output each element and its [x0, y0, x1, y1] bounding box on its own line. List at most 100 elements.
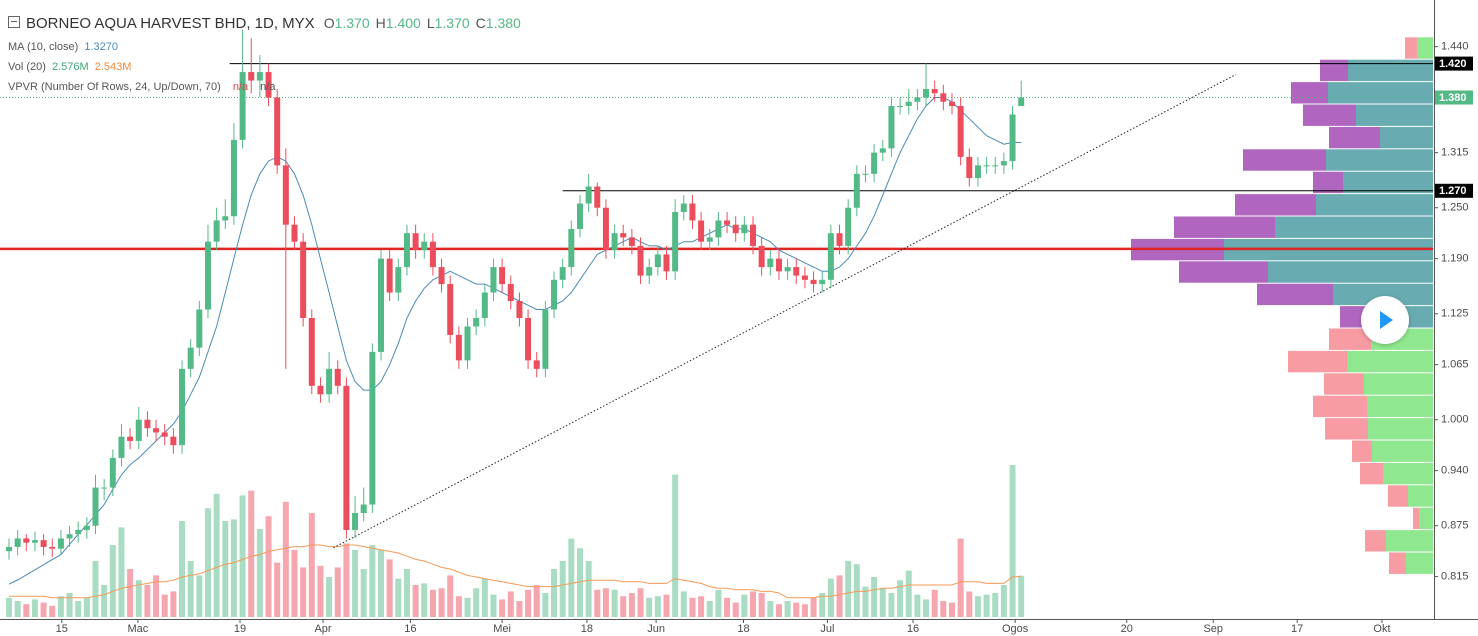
volume-bar — [57, 596, 64, 617]
volume-bar — [31, 599, 38, 617]
volume-bar — [966, 591, 973, 617]
x-tick-label: Apr — [314, 623, 331, 635]
candle-body — [213, 220, 220, 242]
play-icon[interactable] — [1380, 311, 1393, 329]
volume-bar — [135, 580, 142, 617]
volume-bar — [447, 575, 454, 617]
ma-value: 1.3270 — [84, 41, 119, 53]
candle-body — [490, 267, 497, 293]
y-tick-label: 1.190 — [1441, 253, 1469, 265]
candle-body — [308, 317, 315, 386]
volume-bar — [23, 604, 30, 617]
candle-body — [853, 173, 860, 208]
candle-body — [187, 347, 194, 369]
candle-body — [447, 284, 454, 335]
candle-body — [957, 105, 964, 157]
volume-bar — [914, 594, 921, 617]
vpvr-down — [1320, 59, 1348, 82]
candle-body — [931, 89, 938, 94]
ohlc-key: O — [323, 15, 335, 31]
vol-value: 2.576M — [51, 61, 89, 73]
volume-bar — [983, 594, 990, 617]
vpvr-up — [1417, 37, 1433, 59]
play-button[interactable] — [1361, 296, 1409, 344]
candle-body — [23, 538, 30, 543]
volume-bar — [551, 569, 558, 617]
volume-bar — [144, 585, 151, 617]
vpvr-down — [1325, 418, 1368, 440]
vpvr-down — [1303, 104, 1356, 126]
volume-bar — [585, 561, 592, 617]
candle-body — [481, 292, 488, 318]
volume-bar — [724, 597, 731, 617]
candle-body — [663, 254, 670, 272]
candle-body — [326, 368, 333, 395]
volume-bar — [741, 594, 748, 617]
candle-body — [628, 237, 635, 246]
volume-bar — [689, 597, 696, 617]
volume-bar — [230, 519, 237, 617]
ohlc-key: H — [375, 15, 386, 31]
volume-bar — [827, 578, 834, 617]
vpvr-up — [1364, 373, 1433, 395]
candle-body — [343, 385, 350, 530]
candle-body — [473, 317, 480, 327]
volume-bar — [196, 575, 203, 617]
volume-bar — [222, 521, 229, 617]
volume-bar — [248, 490, 255, 617]
vpvr-down — [1174, 216, 1275, 238]
ohlc-value: 1.400 — [385, 15, 421, 31]
candle-body — [525, 317, 532, 361]
volume-bar — [490, 594, 497, 617]
candle-body — [827, 233, 834, 280]
candle-body — [135, 419, 142, 441]
candle-body — [66, 534, 73, 539]
volume-bar — [256, 529, 263, 617]
candle-body — [256, 72, 263, 81]
volume-bar — [672, 474, 679, 617]
candle-body — [983, 165, 990, 167]
candle-body — [1009, 114, 1016, 162]
trend-line — [333, 74, 1236, 549]
volume-bar — [92, 561, 99, 617]
candle-body — [542, 309, 549, 369]
volume-bar — [75, 601, 82, 617]
candle-body — [793, 267, 800, 276]
symbol-title: BORNEO AQUA HARVEST BHD, 1D, MYX — [26, 15, 315, 32]
vpvr-down — [1405, 37, 1417, 59]
candle-body — [568, 228, 575, 268]
candle-body — [992, 165, 999, 167]
volume-bar — [1000, 585, 1007, 617]
vpvr-up — [1419, 507, 1433, 530]
candle-body — [378, 258, 385, 352]
candle-body — [1000, 161, 1007, 166]
ma-legend: MA (10, close) 1.3270 — [8, 41, 121, 53]
x-tick-label: Sep — [1203, 623, 1223, 635]
candle-body — [274, 97, 281, 166]
candle-body — [230, 139, 237, 217]
y-tick-label: 0.815 — [1441, 571, 1469, 583]
volume-bar — [101, 585, 108, 617]
y-tick-label: 1.065 — [1441, 359, 1469, 371]
volume-bar — [66, 593, 73, 617]
candle-body — [144, 419, 151, 429]
volume-bar — [455, 596, 462, 617]
vpvr-up — [1380, 126, 1433, 149]
candle-body — [862, 173, 869, 175]
candle-body — [905, 101, 912, 106]
candle-body — [109, 457, 116, 488]
candle-body — [810, 279, 817, 285]
vpvr-up — [1383, 462, 1433, 485]
volume-bar — [343, 543, 350, 617]
candle-body — [403, 233, 410, 268]
collapse-icon[interactable] — [8, 16, 20, 28]
ma-line — [8, 97, 1022, 585]
candle-body — [689, 203, 696, 221]
volume-bar — [291, 549, 298, 617]
volume-bar — [801, 604, 808, 617]
volume-bar — [5, 597, 12, 617]
candle-body — [179, 368, 186, 446]
ohlc-key: C — [475, 15, 486, 31]
header-title-row: BORNEO AQUA HARVEST BHD, 1D, MYX O1.370 H1… — [8, 15, 521, 32]
price-label: 1.420 — [1439, 58, 1467, 70]
